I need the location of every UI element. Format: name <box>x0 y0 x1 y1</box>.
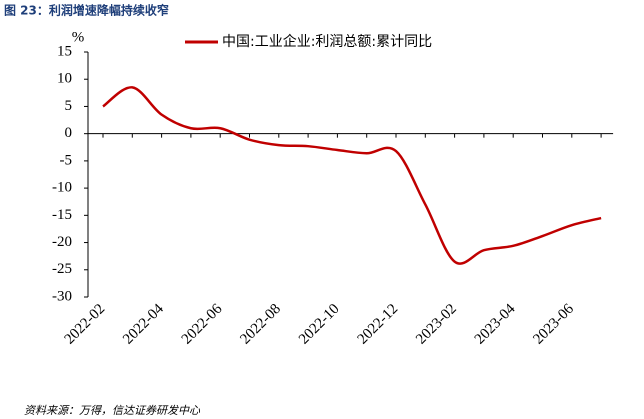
x-tick-label: 2022-12 <box>355 301 402 348</box>
y-tick-label: -10 <box>52 180 72 196</box>
y-tick-label: 5 <box>65 98 73 114</box>
y-unit: % <box>72 29 85 45</box>
y-tick-label: 0 <box>65 125 73 141</box>
y-tick-label: -5 <box>60 152 73 168</box>
y-tick-label: -25 <box>52 261 72 277</box>
y-tick-label: 15 <box>57 43 72 59</box>
y-tick-label: -15 <box>52 207 72 223</box>
y-tick-label: -30 <box>52 288 72 304</box>
x-tick-label: 2023-06 <box>530 301 577 348</box>
line <box>102 86 602 265</box>
source: 资料来源：万得，信达证券研发中心 <box>24 404 201 417</box>
x-tick-label: 2022-08 <box>237 301 284 348</box>
chart-title: 图 23：利润增速降幅持续收窄 <box>4 3 169 18</box>
x-tick-label: 2023-02 <box>413 301 460 348</box>
legend-label: 中国:工业企业:利润总额:累计同比 <box>222 33 432 50</box>
y-tick-label: 10 <box>57 71 72 87</box>
x-tick-label: 2022-06 <box>179 301 226 348</box>
x-tick-label: 2022-04 <box>120 301 167 348</box>
x-tick-label: 2022-02 <box>62 301 109 348</box>
x-tick-label: 2022-10 <box>296 301 343 348</box>
x-tick-label: 2023-04 <box>472 301 519 348</box>
y-tick-label: -20 <box>52 234 72 250</box>
